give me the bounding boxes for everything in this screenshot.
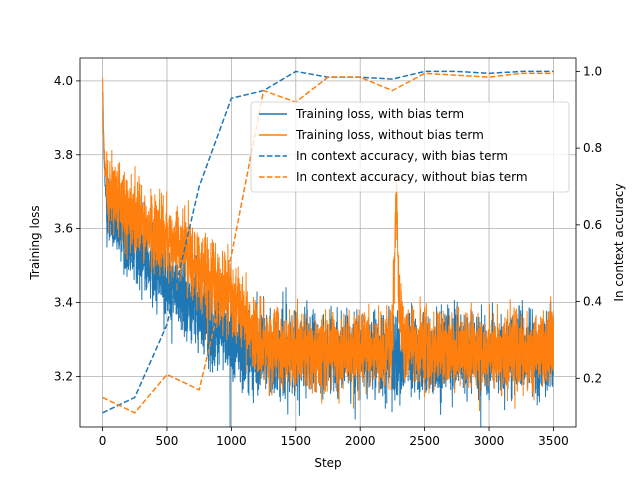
x-tick-label: 2000 — [345, 434, 376, 448]
series-line — [102, 77, 554, 411]
ticks: 0 500 1000 1500 2000 2500 3000 3500 3.2 3.4 3.6 3.8… — [54, 64, 602, 448]
legend: Training loss, with bias term Training lo… — [250, 101, 570, 193]
plot-area — [102, 70, 554, 427]
y2-tick-label: 0.2 — [583, 371, 602, 385]
y-tick-label: 3.6 — [54, 222, 73, 236]
legend-box — [250, 101, 570, 193]
y-tick-label: 3.4 — [54, 296, 73, 310]
y-tick-label: 3.2 — [54, 369, 73, 383]
y-tick-label: 4.0 — [54, 74, 73, 88]
y2-tick-label: 0.4 — [583, 295, 602, 309]
axes-frame — [79, 57, 577, 428]
legend-label: In context accuracy, without bias term — [296, 170, 528, 184]
x-tick-label: 1000 — [216, 434, 247, 448]
y2-tick-label: 1.0 — [583, 64, 602, 78]
legend-label: Training loss, without bias term — [295, 128, 484, 142]
x-tick-label: 1500 — [281, 434, 312, 448]
x-tick-label: 500 — [156, 434, 179, 448]
series-line — [102, 72, 554, 414]
y2-axis-label: In context accuracy — [612, 183, 626, 301]
legend-label: Training loss, with bias term — [295, 107, 464, 121]
y-axis-label: Training loss — [28, 205, 42, 280]
legend-label: In context accuracy, with bias term — [296, 149, 508, 163]
x-tick-label: 2500 — [409, 434, 440, 448]
y2-tick-label: 0.8 — [583, 141, 602, 155]
x-tick-label: 3000 — [474, 434, 505, 448]
x-tick-label: 0 — [99, 434, 107, 448]
y2-tick-label: 0.6 — [583, 218, 602, 232]
x-tick-label: 3500 — [538, 434, 569, 448]
x-axis-label: Step — [314, 456, 341, 470]
y-tick-label: 3.8 — [54, 148, 73, 162]
